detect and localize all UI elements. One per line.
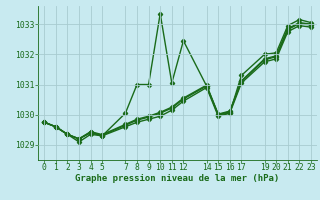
X-axis label: Graphe pression niveau de la mer (hPa): Graphe pression niveau de la mer (hPa) [76,174,280,183]
